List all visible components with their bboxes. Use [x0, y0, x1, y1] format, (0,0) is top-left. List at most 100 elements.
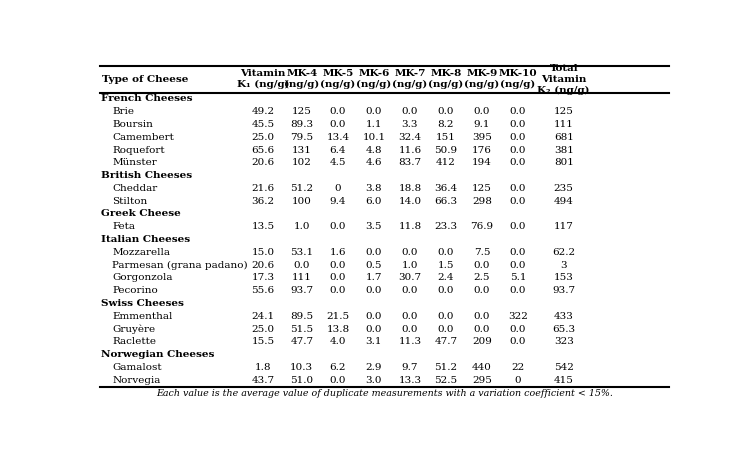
Text: 10.1: 10.1 [362, 133, 386, 142]
Text: 3: 3 [560, 260, 567, 270]
Text: 0.0: 0.0 [474, 286, 490, 295]
Text: 151: 151 [436, 133, 456, 142]
Text: 10.3: 10.3 [290, 363, 314, 372]
Text: 9.1: 9.1 [474, 120, 490, 129]
Text: 0.0: 0.0 [402, 107, 418, 116]
Text: 0.0: 0.0 [366, 107, 382, 116]
Text: 89.5: 89.5 [290, 312, 314, 321]
Text: 62.2: 62.2 [552, 248, 575, 257]
Text: 13.4: 13.4 [326, 133, 350, 142]
Text: 323: 323 [554, 337, 574, 346]
Text: British Cheeses: British Cheeses [100, 171, 192, 180]
Text: 13.8: 13.8 [326, 325, 350, 333]
Text: Boursin: Boursin [112, 120, 153, 129]
Text: 3.0: 3.0 [366, 376, 382, 384]
Text: Cheddar: Cheddar [112, 184, 158, 193]
Text: 89.3: 89.3 [290, 120, 314, 129]
Text: 51.2: 51.2 [434, 363, 457, 372]
Text: 22: 22 [512, 363, 525, 372]
Text: Stilton: Stilton [112, 197, 148, 206]
Text: 50.9: 50.9 [434, 146, 457, 154]
Text: 0: 0 [334, 184, 341, 193]
Text: 3.3: 3.3 [402, 120, 418, 129]
Text: 1.8: 1.8 [255, 363, 272, 372]
Text: 3.8: 3.8 [366, 184, 382, 193]
Text: 0.0: 0.0 [474, 107, 490, 116]
Text: 21.5: 21.5 [326, 312, 350, 321]
Text: 0.0: 0.0 [330, 260, 346, 270]
Text: Total
Vitamin
K₂ (ng/g): Total Vitamin K₂ (ng/g) [538, 64, 590, 95]
Text: 1.7: 1.7 [366, 273, 382, 283]
Text: 111: 111 [554, 120, 574, 129]
Text: 0.0: 0.0 [510, 337, 526, 346]
Text: 0.5: 0.5 [366, 260, 382, 270]
Text: 79.5: 79.5 [290, 133, 314, 142]
Text: 1.6: 1.6 [330, 248, 346, 257]
Text: Each value is the average value of duplicate measurements with a variation coeff: Each value is the average value of dupli… [156, 389, 613, 398]
Text: 8.2: 8.2 [438, 120, 454, 129]
Text: 11.3: 11.3 [398, 337, 422, 346]
Text: 65.3: 65.3 [552, 325, 575, 333]
Text: MK-5
(ng/g): MK-5 (ng/g) [320, 69, 356, 89]
Text: 45.5: 45.5 [251, 120, 274, 129]
Text: 20.6: 20.6 [251, 159, 274, 167]
Text: 153: 153 [554, 273, 574, 283]
Text: 0.0: 0.0 [438, 248, 454, 257]
Text: 43.7: 43.7 [251, 376, 274, 384]
Text: 4.8: 4.8 [366, 146, 382, 154]
Text: 0.0: 0.0 [293, 260, 310, 270]
Text: 53.1: 53.1 [290, 248, 314, 257]
Text: 14.0: 14.0 [398, 197, 422, 206]
Text: 111: 111 [292, 273, 312, 283]
Text: Münster: Münster [112, 159, 157, 167]
Text: 20.6: 20.6 [251, 260, 274, 270]
Text: French Cheeses: French Cheeses [100, 95, 192, 103]
Text: 0.0: 0.0 [510, 107, 526, 116]
Text: 0.0: 0.0 [330, 286, 346, 295]
Text: 2.9: 2.9 [366, 363, 382, 372]
Text: 9.4: 9.4 [330, 197, 346, 206]
Text: 47.7: 47.7 [434, 337, 457, 346]
Text: 0.0: 0.0 [438, 107, 454, 116]
Text: 36.2: 36.2 [251, 197, 274, 206]
Text: MK-10
(ng/g): MK-10 (ng/g) [499, 69, 537, 89]
Text: 0.0: 0.0 [366, 248, 382, 257]
Text: 0.0: 0.0 [330, 222, 346, 231]
Text: 433: 433 [554, 312, 574, 321]
Text: 194: 194 [472, 159, 492, 167]
Text: Vitamin
K₁ (ng/g): Vitamin K₁ (ng/g) [237, 69, 290, 89]
Text: Norwegian Cheeses: Norwegian Cheeses [100, 350, 214, 359]
Text: 17.3: 17.3 [251, 273, 274, 283]
Text: 0.0: 0.0 [510, 120, 526, 129]
Text: 322: 322 [509, 312, 528, 321]
Text: 3.1: 3.1 [366, 337, 382, 346]
Text: 36.4: 36.4 [434, 184, 457, 193]
Text: 15.0: 15.0 [251, 248, 274, 257]
Text: Italian Cheeses: Italian Cheeses [100, 235, 190, 244]
Text: 0.0: 0.0 [402, 248, 418, 257]
Text: Roquefort: Roquefort [112, 146, 165, 154]
Text: 66.3: 66.3 [434, 197, 457, 206]
Text: 93.7: 93.7 [552, 286, 575, 295]
Text: Emmenthal: Emmenthal [112, 312, 172, 321]
Text: 1.0: 1.0 [293, 222, 310, 231]
Text: 18.8: 18.8 [398, 184, 422, 193]
Text: Gamalost: Gamalost [112, 363, 162, 372]
Text: 395: 395 [472, 133, 492, 142]
Text: 24.1: 24.1 [251, 312, 274, 321]
Text: 15.5: 15.5 [251, 337, 274, 346]
Text: 1.1: 1.1 [366, 120, 382, 129]
Text: 125: 125 [554, 107, 574, 116]
Text: 295: 295 [472, 376, 492, 384]
Text: 0.0: 0.0 [474, 325, 490, 333]
Text: 23.3: 23.3 [434, 222, 457, 231]
Text: Feta: Feta [112, 222, 135, 231]
Text: 117: 117 [554, 222, 574, 231]
Text: 0.0: 0.0 [510, 325, 526, 333]
Text: 681: 681 [554, 133, 574, 142]
Text: Raclette: Raclette [112, 337, 156, 346]
Text: 298: 298 [472, 197, 492, 206]
Text: 1.5: 1.5 [438, 260, 454, 270]
Text: 0.0: 0.0 [474, 312, 490, 321]
Text: 0.0: 0.0 [438, 325, 454, 333]
